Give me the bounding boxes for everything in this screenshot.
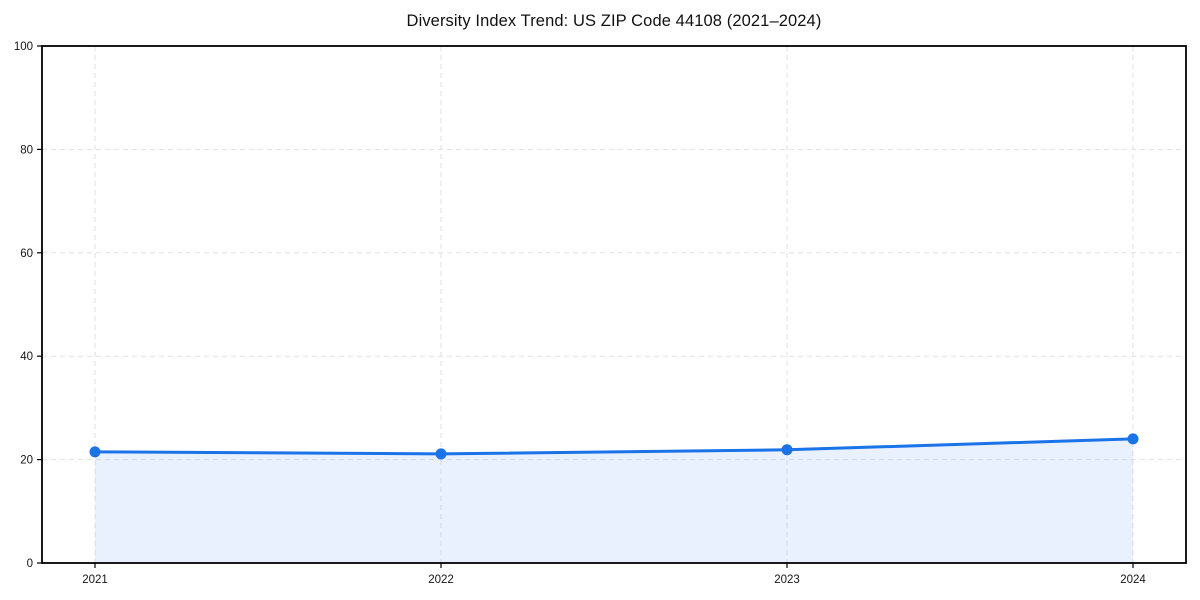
data-line <box>93 437 1135 456</box>
x-tick-label: 2021 <box>82 574 108 586</box>
data-point-marker <box>89 446 101 458</box>
y-tick-label: 100 <box>14 41 33 53</box>
x-tick-label: 2024 <box>1120 574 1146 586</box>
y-tick-label: 0 <box>27 558 33 570</box>
chart-title: Diversity Index Trend: US ZIP Code 44108… <box>406 12 822 30</box>
data-point-marker <box>781 444 793 456</box>
x-tick-label: 2023 <box>774 574 800 586</box>
y-tick-label: 40 <box>20 351 33 363</box>
area-fill <box>95 438 1133 563</box>
plot-frame <box>41 45 1187 564</box>
y-tick-label: 80 <box>20 144 33 156</box>
y-tick-label: 20 <box>20 455 33 467</box>
data-point-marker <box>435 448 447 460</box>
data-point-marker <box>1127 433 1139 445</box>
y-tick-label: 60 <box>20 248 33 260</box>
x-tick-label: 2022 <box>428 574 454 586</box>
